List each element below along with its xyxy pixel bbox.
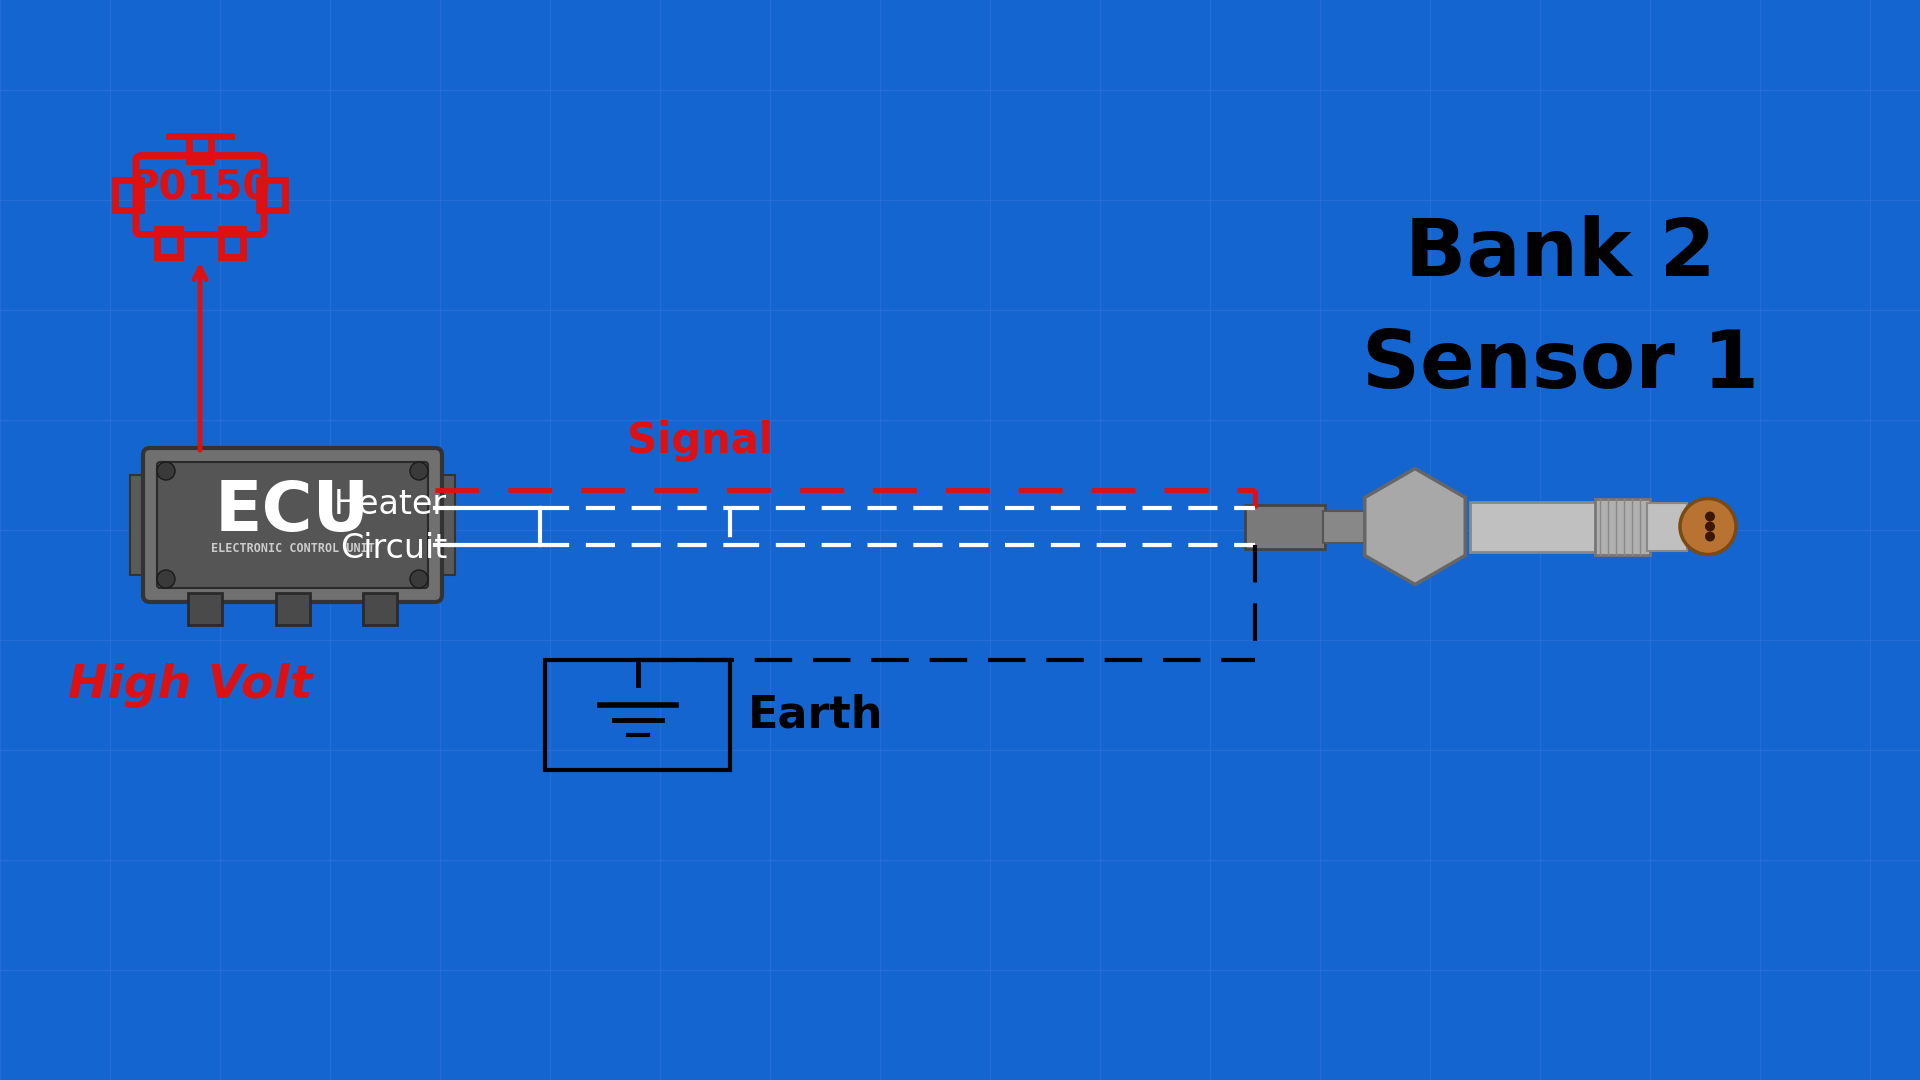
Bar (1323, 511, 1373, 542)
Bar (1647, 502, 1688, 551)
FancyBboxPatch shape (142, 448, 442, 602)
Bar (188, 593, 223, 625)
Bar (131, 475, 152, 575)
Circle shape (1705, 522, 1715, 531)
Text: P0150: P0150 (129, 168, 271, 210)
Bar (259, 180, 286, 210)
Bar (157, 229, 179, 257)
Bar (545, 660, 730, 770)
Bar (1596, 499, 1649, 554)
Circle shape (1705, 512, 1715, 522)
Bar (1244, 504, 1325, 549)
Polygon shape (1365, 469, 1465, 584)
Text: ELECTRONIC CONTROL UNIT: ELECTRONIC CONTROL UNIT (211, 542, 374, 555)
Circle shape (1705, 531, 1715, 541)
Bar (276, 593, 309, 625)
Circle shape (157, 462, 175, 480)
Text: Heater
Circuit: Heater Circuit (334, 488, 447, 565)
Bar (190, 136, 211, 161)
Text: Bank 2
Sensor 1: Bank 2 Sensor 1 (1361, 215, 1759, 405)
Bar (221, 229, 242, 257)
Bar (1471, 501, 1599, 552)
FancyBboxPatch shape (157, 462, 428, 588)
Text: ECU: ECU (215, 477, 371, 544)
Text: Earth: Earth (749, 693, 883, 737)
Circle shape (411, 462, 428, 480)
Text: Signal: Signal (628, 420, 774, 462)
Circle shape (411, 570, 428, 588)
Bar (434, 475, 455, 575)
Text: High Volt: High Volt (67, 662, 313, 707)
Circle shape (1680, 499, 1736, 554)
Circle shape (157, 570, 175, 588)
Bar (115, 180, 140, 210)
Bar (363, 593, 397, 625)
